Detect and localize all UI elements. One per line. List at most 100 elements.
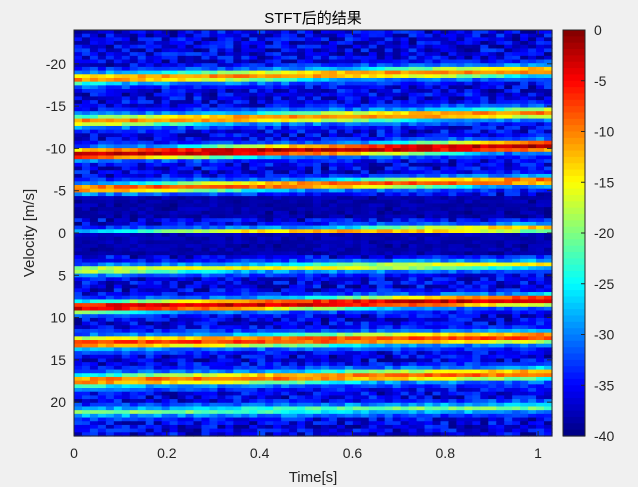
heatmap-cell <box>217 55 226 61</box>
heatmap-cell <box>137 103 147 109</box>
heatmap-cell <box>169 103 179 109</box>
heatmap-cell <box>217 77 226 83</box>
heatmap-cell <box>185 30 195 35</box>
heatmap-cell <box>209 48 218 53</box>
heatmap-cell <box>512 30 521 35</box>
heatmap-cell <box>305 273 314 278</box>
heatmap-cell <box>129 262 139 267</box>
heatmap-cell <box>344 166 354 171</box>
heatmap-cell <box>281 55 290 61</box>
heatmap-cell <box>488 280 497 286</box>
heatmap-cell <box>464 258 473 264</box>
heatmap-cell <box>512 332 521 337</box>
heatmap-cell <box>281 81 290 86</box>
heatmap-cell <box>233 314 242 319</box>
heatmap-cell <box>352 155 362 160</box>
heatmap-cell <box>153 280 163 286</box>
heatmap-cell <box>480 177 489 182</box>
heatmap-cell <box>225 306 234 312</box>
heatmap-cell <box>153 125 163 131</box>
heatmap-cell <box>520 199 529 205</box>
heatmap-cell <box>424 122 434 127</box>
heatmap-cell <box>544 66 553 72</box>
heatmap-cell <box>89 41 99 46</box>
heatmap-cell <box>344 155 354 160</box>
heatmap-cell <box>201 74 211 79</box>
heatmap-cell <box>504 55 513 61</box>
heatmap-cell <box>201 140 211 146</box>
heatmap-cell <box>137 273 147 278</box>
heatmap-cell <box>376 288 386 293</box>
heatmap-cell <box>544 77 553 83</box>
heatmap-cell <box>424 321 434 326</box>
heatmap-cell <box>185 218 195 223</box>
heatmap-cell <box>504 111 513 116</box>
heatmap-cell <box>97 266 107 271</box>
heatmap-cell <box>305 181 314 186</box>
heatmap-cell <box>185 192 195 197</box>
heatmap-cell <box>424 66 434 72</box>
heatmap-cell <box>528 92 537 98</box>
heatmap-cell <box>336 148 346 153</box>
heatmap-cell <box>544 280 553 286</box>
heatmap-cell <box>177 221 187 227</box>
heatmap-cell <box>249 85 258 90</box>
heatmap-cell <box>241 77 250 83</box>
heatmap-cell <box>193 325 203 330</box>
heatmap-cell <box>528 214 537 219</box>
heatmap-cell <box>432 148 442 153</box>
heatmap-cell <box>74 332 83 337</box>
heatmap-cell <box>496 229 505 234</box>
heatmap-cell <box>193 52 203 57</box>
heatmap-cell <box>153 247 163 253</box>
heatmap-cell <box>464 103 473 109</box>
heatmap-cell <box>400 96 410 101</box>
heatmap-cell <box>273 214 282 219</box>
heatmap-cell <box>384 59 394 64</box>
heatmap-cell <box>113 107 123 112</box>
heatmap-cell <box>456 122 465 127</box>
heatmap-cell <box>336 96 346 101</box>
heatmap-cell <box>344 77 354 83</box>
heatmap-cell <box>488 140 497 146</box>
heatmap-cell <box>217 129 226 134</box>
heatmap-cell <box>241 70 250 75</box>
heatmap-cell <box>440 89 450 94</box>
heatmap-cell <box>432 44 442 50</box>
heatmap-cell <box>289 37 298 42</box>
heatmap-cell <box>185 107 195 112</box>
heatmap-cell <box>177 325 187 330</box>
heatmap-cell <box>249 207 258 212</box>
heatmap-cell <box>169 63 179 68</box>
heatmap-cell <box>360 192 370 197</box>
heatmap-cell <box>456 225 465 230</box>
heatmap-cell <box>520 100 529 105</box>
heatmap-cell <box>416 218 426 223</box>
heatmap-cell <box>512 66 521 72</box>
heatmap-cell <box>273 30 282 35</box>
heatmap-cell <box>129 214 139 219</box>
heatmap-cell <box>97 137 107 142</box>
heatmap-cell <box>233 41 242 46</box>
heatmap-cell <box>416 155 426 160</box>
heatmap-cell <box>464 303 473 308</box>
heatmap-cell <box>281 240 290 245</box>
heatmap-cell <box>313 103 322 109</box>
heatmap-cell <box>448 192 457 197</box>
heatmap-cell <box>480 129 489 134</box>
heatmap-cell <box>193 33 203 38</box>
heatmap-cell <box>169 196 179 201</box>
heatmap-cell <box>344 288 354 293</box>
heatmap-cell <box>209 81 218 86</box>
heatmap-cell <box>217 236 226 241</box>
heatmap-cell <box>408 295 418 301</box>
heatmap-cell <box>137 192 147 197</box>
heatmap-cell <box>448 288 457 293</box>
heatmap-cell <box>81 273 91 278</box>
heatmap-cell <box>289 107 298 112</box>
heatmap-cell <box>400 192 410 197</box>
heatmap-cell <box>456 129 465 134</box>
heatmap-cell <box>496 251 505 256</box>
heatmap-cell <box>217 203 226 208</box>
heatmap-cell <box>81 148 91 153</box>
